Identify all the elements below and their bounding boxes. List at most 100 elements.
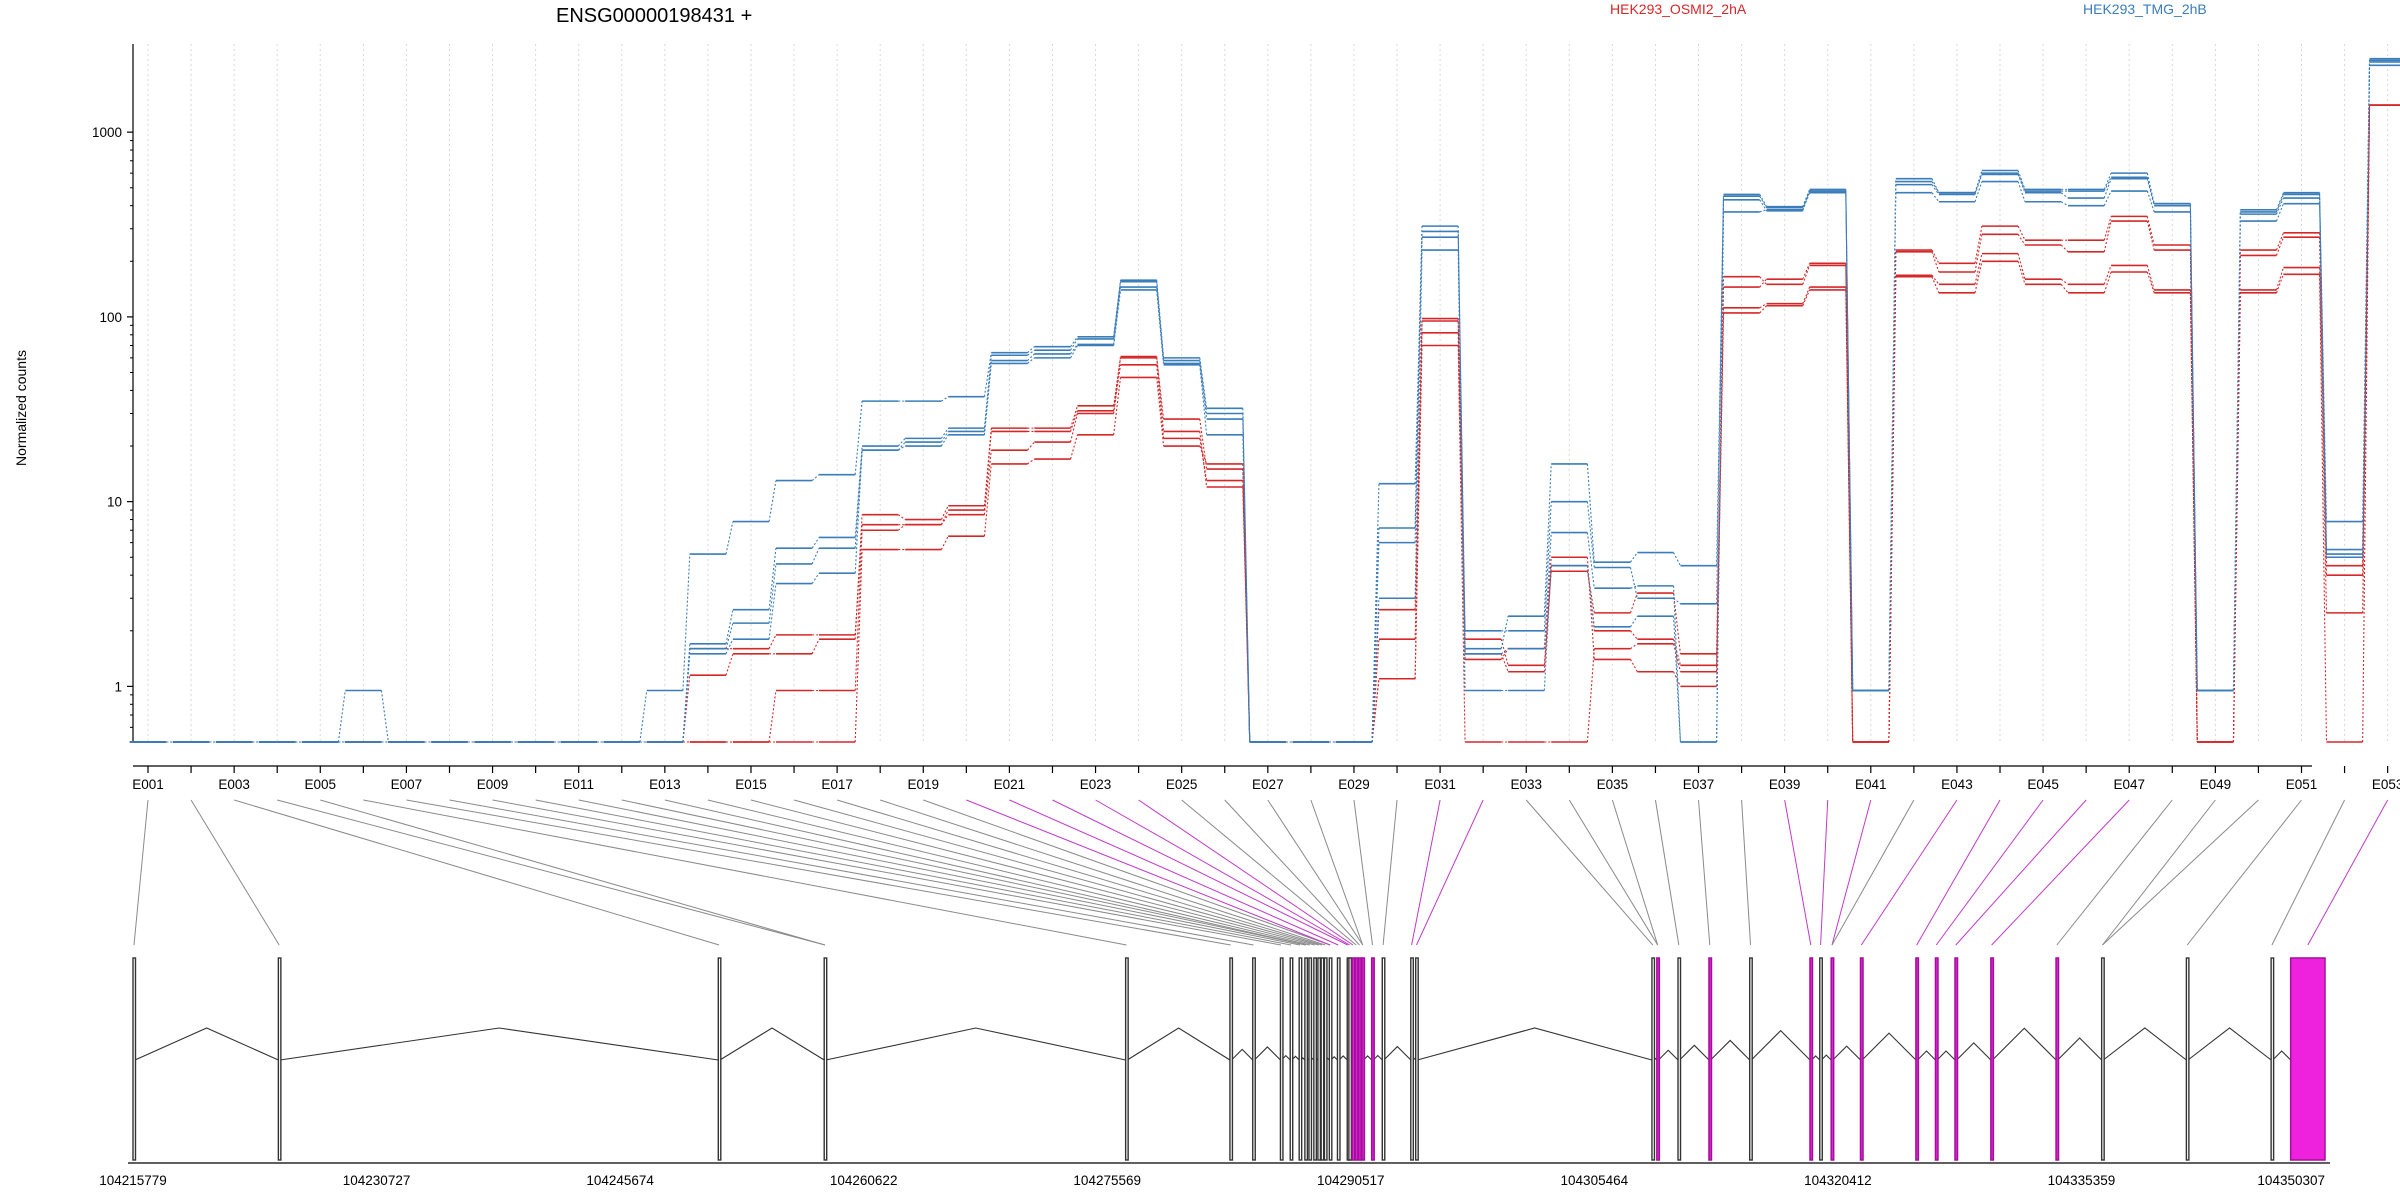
exon-connector [1860,799,1958,946]
exon-transition [2146,173,2155,204]
exon-transition [1974,253,1983,285]
exon-tick-label: E003 [218,777,250,792]
exon-tick-label: E025 [1166,777,1198,792]
exon-transition [2103,177,2112,192]
exon-transition [2017,172,2026,192]
exon-transition [1156,281,1165,361]
exon-tick-label: E045 [2027,777,2059,792]
exon-transition [983,450,992,515]
exon-transition [725,638,734,655]
exon-tick-label: E015 [735,777,767,792]
exon-transition [1673,643,1681,672]
exon-block [1934,957,1939,1161]
exon-transition [2276,192,2284,210]
exon-connector [793,799,1319,946]
coordinate-label: 104335359 [2048,1173,2116,1188]
exon-transition [2017,225,2026,241]
exon-connector [190,799,280,946]
exon-block [1229,957,1234,1161]
exon-transition [682,554,691,691]
exon-transition [940,505,949,520]
exon-block [1410,957,1414,1161]
exon-block [1830,957,1835,1161]
exon-transition [1156,280,1165,358]
intron-line [1253,1046,1281,1061]
exon-block [1351,957,1356,1161]
exon-connector [1955,799,2087,946]
exon-transition [1199,360,1208,414]
exon-transition [2103,265,2112,285]
exon-transition [2146,271,2155,293]
exon-block [1749,957,1753,1161]
exon-transition [854,530,863,691]
exon-block [2289,957,2326,1161]
exon-tick-label: E009 [477,777,509,792]
exon-transition [380,690,389,743]
exon-transition [1630,630,1638,640]
exon-transition [2146,177,2155,204]
exon-transition [1931,192,1940,203]
intron-line [1383,1045,1412,1061]
exon-transition [983,431,992,511]
exon-transition [1371,483,1380,743]
exon-transition [1242,413,1251,743]
exon-transition [1888,251,1897,743]
exon-transition [1371,639,1380,743]
exon-connector [1525,799,1654,946]
exon-transition [897,514,906,520]
exon-transition [1630,552,1638,563]
exon-transition [1974,234,1983,273]
exon-transition [1113,280,1122,337]
exon-transition [2017,181,2026,202]
exon-connector [1095,799,1350,946]
exon-transition [768,563,777,624]
exon-transition [1500,653,1509,672]
exon-transition [1070,338,1078,351]
intron-line [1956,1042,1992,1061]
intron-line [279,1027,719,1061]
series-b-6 [129,57,2400,743]
exon-transition [1070,410,1078,432]
coordinate-label: 104260622 [830,1173,898,1188]
y-tick-label: 1 [114,679,122,694]
exon-transition [2275,267,2284,291]
exon-transition [1199,418,1208,470]
exon-transition [1974,226,1983,264]
exon-transition [897,524,906,531]
exon-block [1708,957,1713,1161]
exon-transition [1845,189,1854,691]
coordinate-label: 104305464 [1561,1173,1629,1188]
exon-transition [1759,278,1767,288]
intron-line [719,1027,825,1061]
exon-transition [1543,532,1552,649]
y-tick-label: 1000 [92,125,122,140]
exon-connector [966,799,1331,946]
exon-transition [983,463,992,537]
intron-line [1126,1027,1231,1061]
exon-transition [2189,250,2198,743]
exon-transition [1586,571,1595,613]
intron-line [1917,1050,1936,1061]
exon-transition [811,638,820,655]
exon-transition [682,648,691,743]
exon-connector [535,799,1292,946]
exon-block [1252,957,1256,1161]
intron-line [1231,1048,1254,1061]
exon-transition [1199,431,1208,488]
exon-transition [2276,274,2284,294]
exon-block [2185,957,2190,1161]
intron-line [2102,1027,2187,1061]
exon-transition [1156,287,1165,364]
exon-transition [1113,356,1122,411]
series-a-2 [129,104,2400,743]
exon-ticks: E001 E003 E005 E007 E009 E011 E013 E015 E017 E019… [132,766,2400,792]
exon-grid [147,44,2389,742]
exon-block [1954,957,1959,1161]
intron-line [2187,1027,2272,1061]
exon-transition [768,480,777,522]
exon-transition [1974,172,1983,193]
exon-transition [854,549,863,743]
exon-transition [2017,233,2026,246]
coordinate-label: 104275569 [1073,1173,1141,1188]
exon-transition [1802,265,1811,285]
